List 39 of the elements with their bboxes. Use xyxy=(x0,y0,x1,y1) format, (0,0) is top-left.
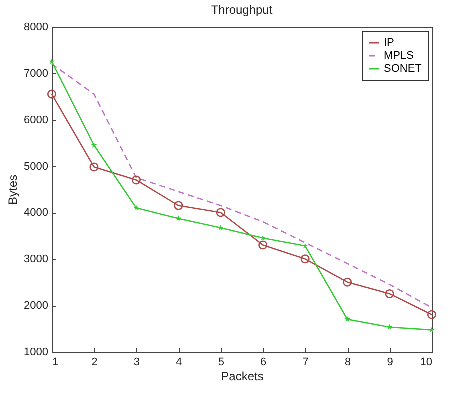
legend-label: IP xyxy=(384,37,394,49)
legend-label: MPLS xyxy=(384,50,414,62)
point xyxy=(344,316,351,322)
point xyxy=(300,254,310,264)
legend-label: SONET xyxy=(384,63,422,75)
x-tick-label: 10 xyxy=(420,356,432,368)
x-tick-label: 4 xyxy=(176,356,182,368)
y-tick-label: 2000 xyxy=(24,300,48,312)
point xyxy=(48,58,56,64)
y-tick-label: 5000 xyxy=(24,160,48,173)
x-tick-label: 6 xyxy=(260,356,267,368)
x-tick-label: 8 xyxy=(344,356,352,368)
point xyxy=(343,278,352,287)
point xyxy=(132,176,141,185)
x-tick-label: 9 xyxy=(387,356,394,368)
point xyxy=(427,310,437,320)
x-tick-label: 1 xyxy=(52,356,59,368)
point xyxy=(174,201,184,210)
point xyxy=(133,204,140,211)
y-tick-label: 4000 xyxy=(24,207,48,220)
x-tick-label: 5 xyxy=(218,356,224,368)
y-axis-title: Bytes xyxy=(6,174,20,206)
x-tick-label: 7 xyxy=(302,356,309,368)
point xyxy=(90,162,99,172)
x-tick-label: 3 xyxy=(134,356,140,368)
y-tick-label: 3000 xyxy=(24,254,48,266)
y-tick-label: 1000 xyxy=(24,346,48,358)
point xyxy=(47,90,57,99)
y-tick-label: 6000 xyxy=(24,114,48,126)
x-tick-label: 2 xyxy=(92,356,98,368)
x-axis-title: Packets xyxy=(221,370,264,384)
y-tick-label: 8000 xyxy=(24,22,48,34)
point xyxy=(91,142,98,148)
y-tick-label: 7000 xyxy=(24,68,48,80)
point xyxy=(385,289,394,298)
point xyxy=(428,327,436,333)
point xyxy=(258,240,268,250)
point xyxy=(216,208,226,218)
chart-title: Throughput xyxy=(211,3,274,17)
